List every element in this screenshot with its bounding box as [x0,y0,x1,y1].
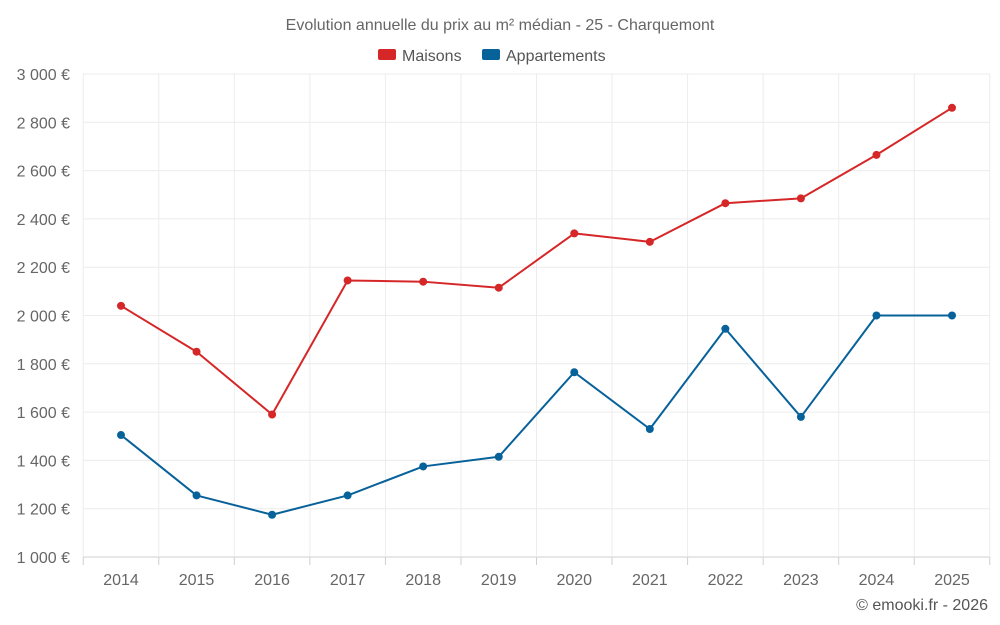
x-tick-label: 2021 [632,572,668,589]
legend-swatch-appartements [482,49,500,60]
y-tick-label: 1 800 € [17,357,70,374]
y-tick-label: 2 200 € [17,260,70,277]
series-line-appartements [120,314,952,516]
data-point-appartements-2022 [721,324,730,333]
data-point-appartements-2025 [948,311,956,320]
data-point-appartements-2021 [645,425,654,434]
series-line-maisons [120,106,953,416]
legend-swatch-maisons [378,49,396,60]
data-point-appartements-2019 [494,452,503,461]
data-point-maisons-2025 [948,103,956,112]
x-tick-label: 2024 [859,572,895,589]
data-point-appartements-2014 [117,431,125,440]
data-point-maisons-2022 [721,199,730,208]
x-gridlines [82,74,991,565]
y-tick-label: 1 600 € [17,405,70,422]
x-tick-label: 2023 [783,572,819,589]
data-point-maisons-2016 [268,410,277,419]
data-point-appartements-2015 [192,491,201,500]
credit-text: © emooki.fr - 2026 [856,597,988,614]
x-tick-label: 2015 [179,572,215,589]
y-tick-label: 2 600 € [17,164,70,181]
y-tick-label: 1 200 € [17,502,70,519]
y-axis: 1 000 € 1 200 € 1 400 € 1 600 € 1 800 € 2 000… [17,67,70,567]
data-point-appartements-2018 [419,462,428,471]
data-point-appartements-2016 [268,510,277,519]
data-point-maisons-2023 [796,194,805,203]
y-tick-label: 1 000 € [17,550,70,567]
data-point-appartements-2024 [872,311,881,320]
chart-title: Evolution annuelle du prix au m² médian … [286,17,715,34]
x-tick-label: 2017 [330,572,366,589]
y-tick-label: 1 400 € [17,453,70,470]
series-points [117,103,956,519]
y-tick-label: 2 000 € [17,309,70,326]
data-point-maisons-2024 [872,150,881,159]
x-tick-label: 2025 [934,572,970,589]
x-axis: 2014 2015 2016 2017 2018 2019 2020 2021 2022 2023… [103,572,970,589]
data-point-maisons-2015 [192,347,201,356]
x-tick-label: 2016 [254,572,290,589]
data-point-appartements-2020 [570,368,579,377]
data-point-maisons-2018 [419,277,428,286]
data-point-appartements-2023 [796,412,805,421]
legend-label-maisons: Maisons [402,48,462,65]
y-tick-label: 2 800 € [17,115,70,132]
legend: Maisons Appartements [378,48,606,65]
data-point-maisons-2020 [570,229,579,238]
data-point-maisons-2019 [494,283,503,292]
x-tick-label: 2018 [405,572,441,589]
data-point-appartements-2017 [343,491,352,500]
x-tick-label: 2020 [556,572,592,589]
series-lines [120,106,953,516]
x-tick-label: 2022 [708,572,744,589]
x-tick-label: 2019 [481,572,517,589]
x-tick-label: 2014 [103,572,139,589]
y-tick-label: 2 400 € [17,212,70,229]
data-point-maisons-2017 [343,276,352,285]
legend-label-appartements: Appartements [506,48,606,65]
data-point-maisons-2014 [117,301,125,310]
data-point-maisons-2021 [645,237,654,246]
y-tick-label: 3 000 € [17,67,70,84]
